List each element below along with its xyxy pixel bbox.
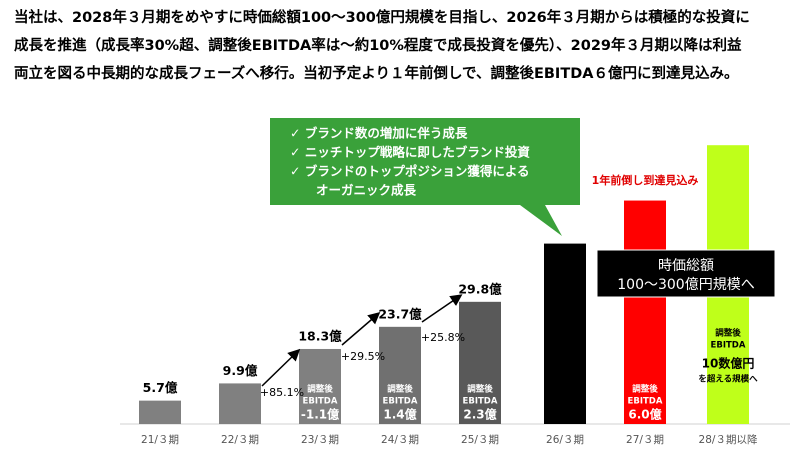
x-tick-label: 27/３期 xyxy=(626,434,664,446)
bar xyxy=(544,243,586,424)
ebitda-label: 2.3億 xyxy=(463,407,496,422)
ebitda-label: を超える規模へ xyxy=(698,374,758,385)
ebitda-label: 調整後 xyxy=(307,384,333,395)
ebitda-label: -1.1億 xyxy=(301,407,339,422)
x-tick-label: 28/３期以降 xyxy=(699,433,758,446)
market-cap-text: 時価総額 xyxy=(658,258,714,274)
value-label: 18.3億 xyxy=(298,328,342,343)
ebitda-label: EBITDA xyxy=(711,341,746,351)
callout-item: オーガニック成長 xyxy=(316,183,417,198)
x-tick-label: 25/３期 xyxy=(461,434,499,446)
x-tick-label: 24/３期 xyxy=(381,434,419,446)
bar xyxy=(299,348,341,424)
bar xyxy=(459,301,501,424)
header-line: 当社は、2028年３月期をめやすに時価総額100〜300億円規模を目指し、202… xyxy=(14,8,750,26)
ebitda-label: 1.4億 xyxy=(383,407,416,422)
x-tick-label: 22/３期 xyxy=(221,434,259,446)
growth-label: +29.5% xyxy=(341,350,385,363)
ebitda-label: 調整後 xyxy=(632,384,658,395)
annotation: 1年前倒し到達見込み xyxy=(592,173,699,187)
growth-arrow xyxy=(261,348,301,387)
ebitda-label: 調整後 xyxy=(387,384,413,395)
market-cap-text: 100〜300億円規模へ xyxy=(617,277,754,293)
value-label: 23.7億 xyxy=(378,306,422,321)
value-label: 5.7億 xyxy=(143,380,178,395)
ebitda-label: EBITDA xyxy=(303,397,338,407)
growth-arrow xyxy=(341,312,381,346)
x-tick-label: 26/３期 xyxy=(546,434,584,446)
callout-item: ✓ ブランドのトップポジション獲得による xyxy=(290,164,529,179)
x-tick-label: 23/３期 xyxy=(301,434,339,446)
value-label: 29.8億 xyxy=(458,281,502,296)
bar xyxy=(219,383,261,424)
bar xyxy=(139,400,181,424)
bar xyxy=(624,200,666,424)
header-line: 成長を推進（成長率30%超、調整後EBITDA率は〜約10%程度で成長投資を優先… xyxy=(14,36,742,54)
x-tick-label: 21/３期 xyxy=(141,434,179,446)
value-label: 9.9億 xyxy=(223,363,258,378)
ebitda-label: 6.0億 xyxy=(628,407,661,422)
growth-arrow xyxy=(421,294,463,323)
callout-item: ✓ ブランド数の増加に伴う成長 xyxy=(290,126,468,141)
ebitda-label: EBITDA xyxy=(383,397,418,407)
ebitda-label: 10数億円 xyxy=(702,356,755,371)
market-cap-box xyxy=(596,249,776,298)
header-line: 両立を図る中長期的な成長フェーズへ移行。当初予定より１年前倒しで、調整後EBIT… xyxy=(14,64,738,82)
callout-box xyxy=(270,118,580,236)
ebitda-label: EBITDA xyxy=(463,397,498,407)
ebitda-label: 調整後 xyxy=(715,328,741,339)
bar xyxy=(379,326,421,424)
growth-label: +25.8% xyxy=(421,331,465,344)
callout-item: ✓ ニッチトップ戦略に即したブランド投資 xyxy=(290,145,530,160)
ebitda-label: 調整後 xyxy=(467,384,493,395)
ebitda-label: EBITDA xyxy=(628,397,663,407)
growth-label: +85.1% xyxy=(260,386,304,399)
